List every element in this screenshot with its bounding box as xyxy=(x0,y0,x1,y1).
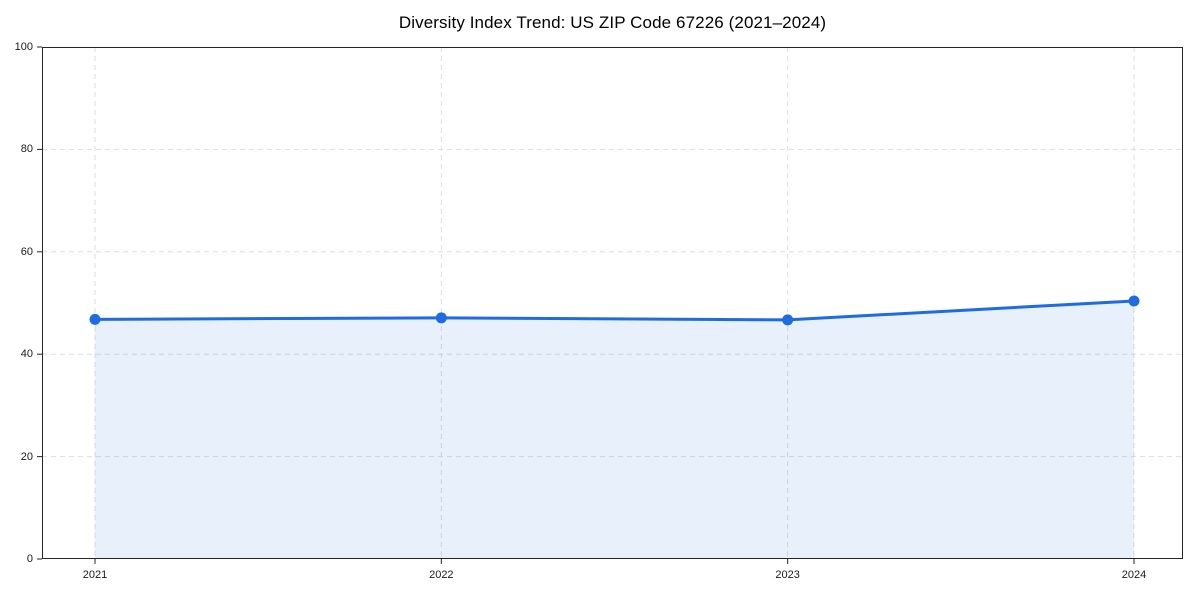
y-tick-label: 100 xyxy=(14,41,33,53)
data-point-marker xyxy=(89,313,101,325)
trend-line xyxy=(93,299,1136,322)
y-tick-label: 80 xyxy=(20,143,33,156)
x-tick-label: 2024 xyxy=(1121,569,1147,581)
data-point-marker xyxy=(1128,295,1140,307)
plot-frame xyxy=(42,47,1183,559)
y-tick-label: 60 xyxy=(20,245,33,258)
y-tick-label: 0 xyxy=(26,553,33,565)
data-point-marker xyxy=(782,314,794,326)
x-tick-label: 2023 xyxy=(775,569,800,581)
chart-title: Diversity Index Trend: US ZIP Code 67226… xyxy=(398,13,827,32)
x-tick-label: 2021 xyxy=(82,569,108,581)
y-tick-label: 40 xyxy=(20,348,33,361)
x-tick-label: 2022 xyxy=(429,569,454,581)
area-fill xyxy=(95,300,1134,559)
data-point-marker xyxy=(435,312,447,324)
y-tick-label: 20 xyxy=(20,450,33,463)
